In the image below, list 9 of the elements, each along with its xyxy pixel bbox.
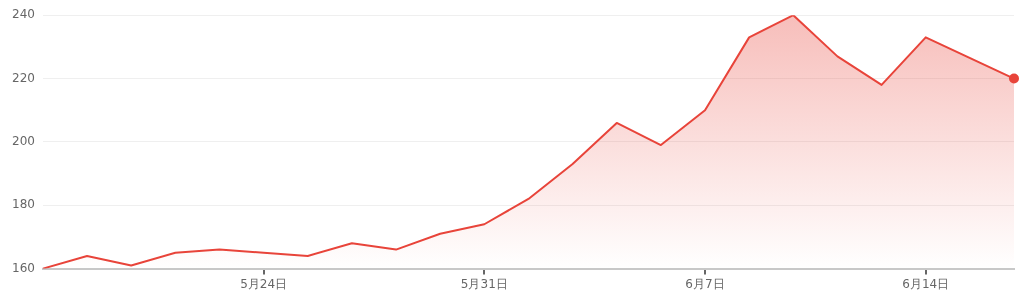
x-tick-label: 6月14日 bbox=[902, 276, 950, 291]
x-tick-label: 5月24日 bbox=[240, 276, 288, 291]
y-tick-label: 220 bbox=[12, 70, 35, 85]
x-tick-label: 5月31日 bbox=[460, 276, 508, 291]
y-tick-label: 180 bbox=[12, 197, 35, 212]
y-tick-label: 240 bbox=[12, 7, 35, 22]
x-tick-label: 6月7日 bbox=[685, 276, 725, 291]
y-tick-label: 200 bbox=[12, 134, 35, 149]
y-tick-label: 160 bbox=[12, 260, 35, 275]
